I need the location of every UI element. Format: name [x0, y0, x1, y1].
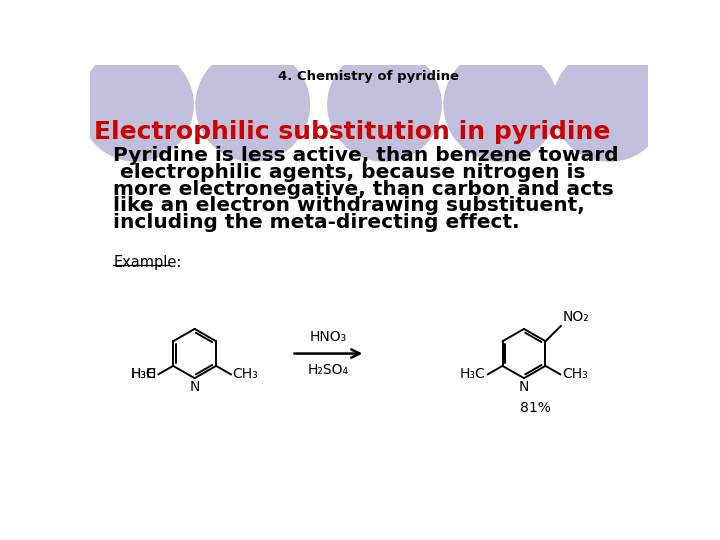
Text: like an electron withdrawing substituent,: like an electron withdrawing substituent…: [113, 197, 585, 215]
Text: H₂SO₄: H₂SO₄: [307, 363, 349, 377]
Text: H₃C: H₃C: [130, 367, 156, 381]
Text: H: H: [145, 367, 156, 381]
Text: HNO₃: HNO₃: [310, 330, 347, 345]
Text: 4. Chemistry of pyridine: 4. Chemistry of pyridine: [279, 70, 459, 83]
Ellipse shape: [327, 48, 442, 162]
Text: Pyridine is less active, than benzene toward: Pyridine is less active, than benzene to…: [113, 146, 619, 165]
Text: more electronegative, than carbon and acts: more electronegative, than carbon and ac…: [113, 179, 614, 199]
Text: H₃C: H₃C: [130, 367, 156, 381]
Text: H₃C: H₃C: [459, 367, 485, 381]
Text: including the meta-directing effect.: including the meta-directing effect.: [113, 213, 520, 232]
Ellipse shape: [444, 48, 558, 162]
Ellipse shape: [552, 48, 667, 162]
Text: Electrophilic substitution in pyridine: Electrophilic substitution in pyridine: [94, 120, 611, 144]
Text: Example:: Example:: [113, 255, 181, 270]
Text: CH₃: CH₃: [233, 367, 258, 381]
Text: electrophilic agents, because nitrogen is: electrophilic agents, because nitrogen i…: [113, 163, 586, 181]
Ellipse shape: [195, 48, 310, 162]
Ellipse shape: [79, 48, 194, 162]
Text: N: N: [189, 380, 200, 394]
Text: NO₂: NO₂: [562, 310, 589, 325]
Text: 81%: 81%: [520, 401, 551, 415]
Text: CH₃: CH₃: [562, 367, 588, 381]
Text: N: N: [519, 380, 529, 394]
